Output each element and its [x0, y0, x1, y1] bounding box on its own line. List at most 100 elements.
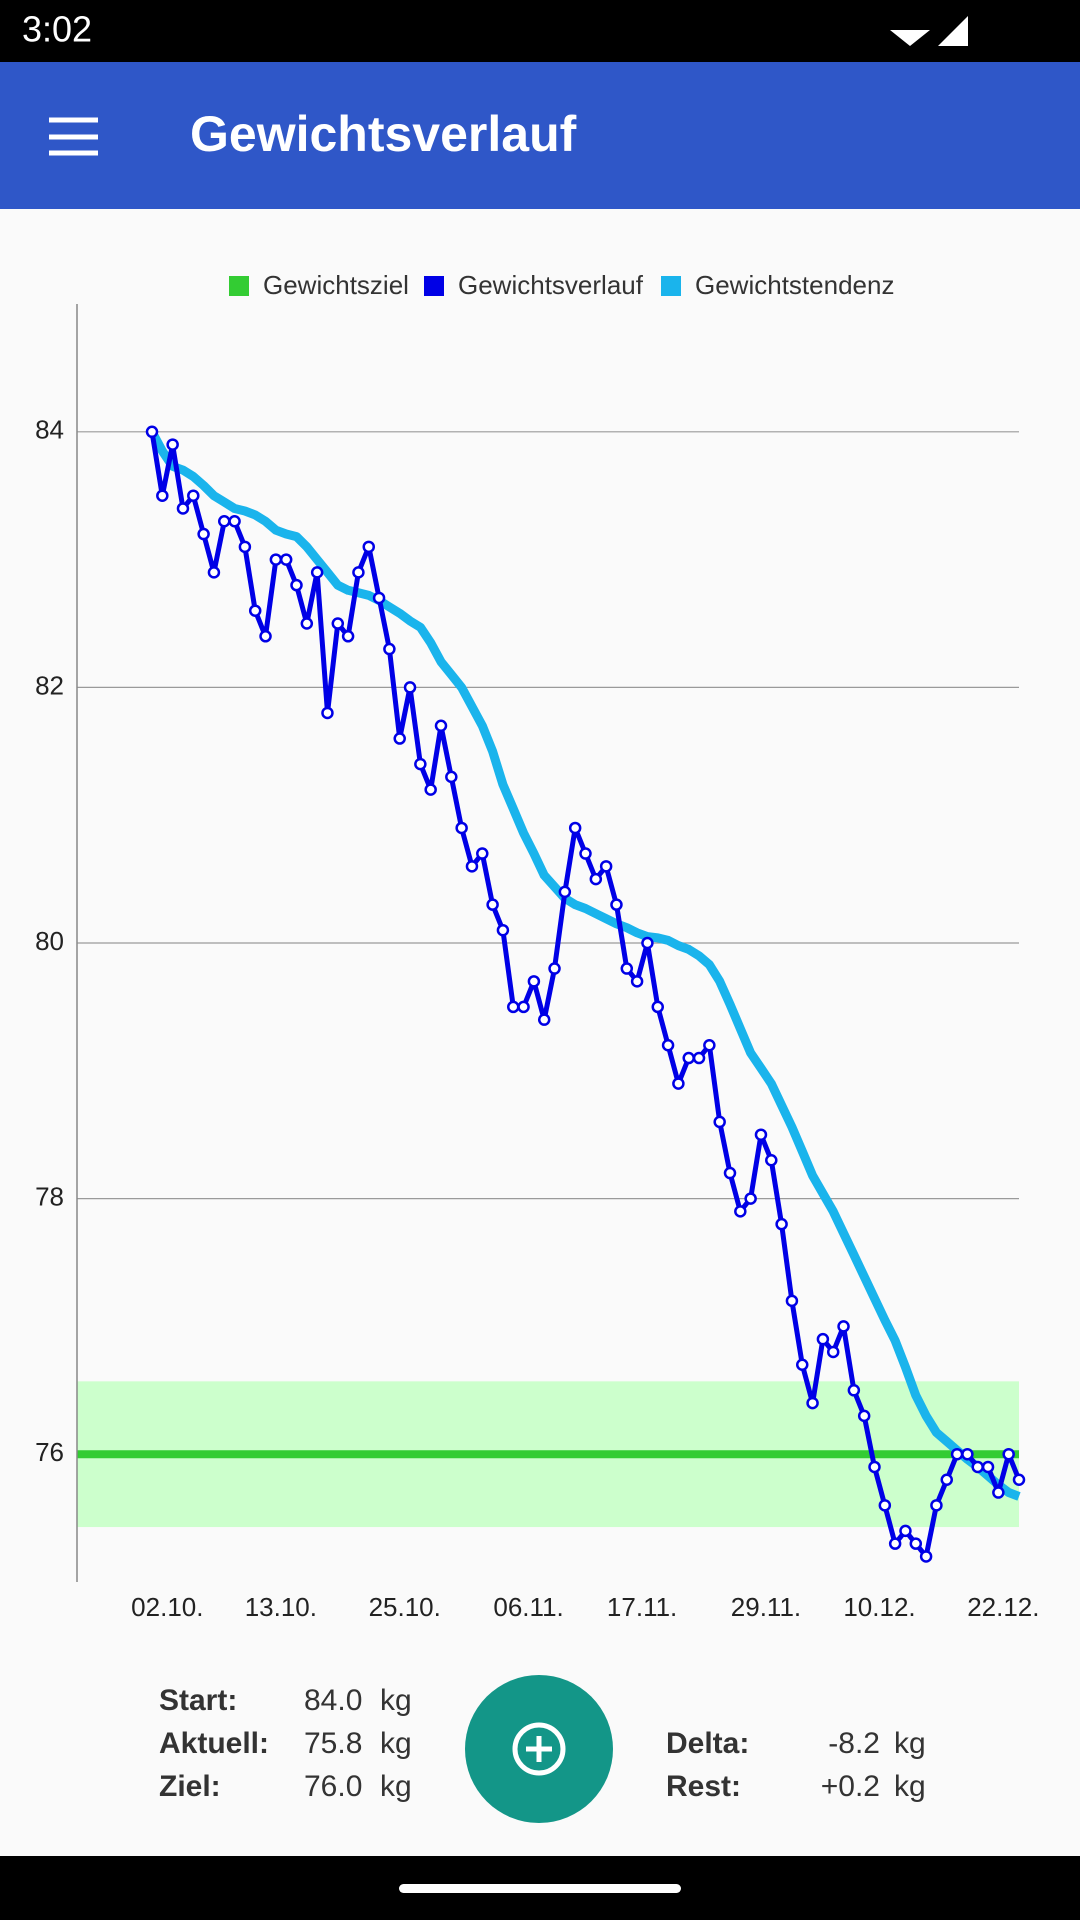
data-point [703, 1038, 716, 1052]
signal-icon [938, 16, 968, 46]
data-point [290, 578, 303, 592]
data-point [579, 847, 592, 860]
stat-unit: kg [894, 1727, 926, 1760]
data-point [785, 1294, 799, 1308]
home-pill[interactable] [399, 1884, 681, 1893]
stats: Start: 84.0 kg Aktuell: 75.8 kg Ziel: 76.0 kg Del… [159, 1684, 926, 1803]
data-point [806, 1396, 819, 1410]
plus-circle [512, 1722, 566, 1776]
data-point [156, 489, 169, 502]
data-point [166, 438, 179, 451]
stat-value: 75.8 [304, 1727, 362, 1760]
legend-swatch [661, 276, 681, 296]
data-point [672, 1077, 685, 1090]
data-point [465, 860, 479, 873]
stat-label: Start: [159, 1684, 237, 1717]
data-point [744, 1192, 757, 1205]
y-tick-label: 82 [35, 670, 64, 700]
status-time: 3:02 [22, 9, 92, 50]
stat-unit: kg [380, 1684, 412, 1717]
data-point [238, 540, 252, 554]
data-point [1002, 1447, 1015, 1461]
data-point [930, 1499, 943, 1512]
data-point [909, 1537, 923, 1550]
data-point [403, 681, 417, 694]
data-point [507, 1000, 520, 1014]
data-point [197, 527, 210, 541]
wifi-icon [890, 30, 930, 46]
data-point [868, 1460, 881, 1474]
data-point [847, 1384, 861, 1397]
data-point [713, 1115, 726, 1129]
data-point [445, 770, 458, 784]
data-point [992, 1486, 1005, 1499]
data-point [651, 1000, 664, 1014]
x-tick-label: 10.12. [843, 1592, 915, 1622]
add-button[interactable] [465, 1675, 613, 1823]
data-point [414, 757, 427, 771]
data-point [279, 553, 293, 566]
data-point [796, 1358, 809, 1371]
data-point [352, 566, 365, 579]
x-tick-label: 02.10. [131, 1592, 203, 1622]
data-point [218, 515, 231, 528]
data-point [734, 1205, 747, 1218]
data-point [661, 1038, 675, 1052]
data-point [620, 962, 634, 975]
data-point [228, 515, 241, 528]
x-tick-label: 29.11. [731, 1592, 801, 1622]
y-tick-label: 76 [35, 1437, 64, 1467]
stat-label: Aktuell: [159, 1727, 269, 1760]
data-point [269, 553, 283, 566]
legend-swatch [229, 276, 249, 296]
stat-value: 76.0 [304, 1770, 362, 1803]
data-point [372, 591, 386, 605]
data-point [362, 540, 375, 554]
legend-label: Gewichtstendenz [695, 270, 894, 300]
data-point [899, 1524, 912, 1538]
data-point [630, 975, 644, 988]
y-tick-label: 80 [35, 926, 64, 956]
data-point [1012, 1473, 1026, 1487]
data-point [682, 1051, 695, 1065]
data-point [754, 1128, 768, 1141]
data-point [486, 898, 499, 911]
data-point [455, 821, 468, 835]
data-point [207, 566, 221, 579]
data-point [826, 1345, 840, 1359]
data-point [641, 936, 654, 950]
data-point [878, 1499, 892, 1512]
data-point [424, 783, 437, 796]
data-point [259, 630, 272, 643]
data-point [248, 604, 262, 617]
data-point [310, 566, 324, 579]
data-point [816, 1332, 830, 1346]
x-tick-label: 13.10. [245, 1592, 317, 1622]
x-tick-label: 22.12. [967, 1592, 1039, 1622]
data-point [527, 975, 541, 988]
data-point [331, 617, 345, 630]
data-point [765, 1154, 778, 1167]
x-tick-label: 17.11. [607, 1592, 677, 1622]
stat-label: Rest: [666, 1770, 741, 1803]
data-point [176, 502, 190, 515]
y-tick-label: 84 [35, 415, 64, 445]
data-point [434, 719, 448, 732]
status-icons [890, 16, 968, 46]
x-tick-label: 06.11. [493, 1592, 563, 1622]
stat-value: -8.2 [828, 1727, 880, 1760]
stat-label: Delta: [666, 1727, 749, 1760]
data-point [517, 1000, 530, 1014]
data-point [300, 617, 314, 630]
legend-swatch [424, 276, 444, 296]
stat-value: 84.0 [304, 1684, 362, 1717]
data-point [940, 1473, 953, 1487]
app-title: Gewichtsverlauf [190, 106, 577, 162]
data-point [558, 885, 572, 899]
series-line [148, 429, 1021, 1501]
data-point [589, 872, 603, 886]
app-bar [0, 62, 1080, 209]
data-point [919, 1550, 933, 1563]
data-point [950, 1447, 964, 1461]
menu-button[interactable] [49, 117, 98, 156]
